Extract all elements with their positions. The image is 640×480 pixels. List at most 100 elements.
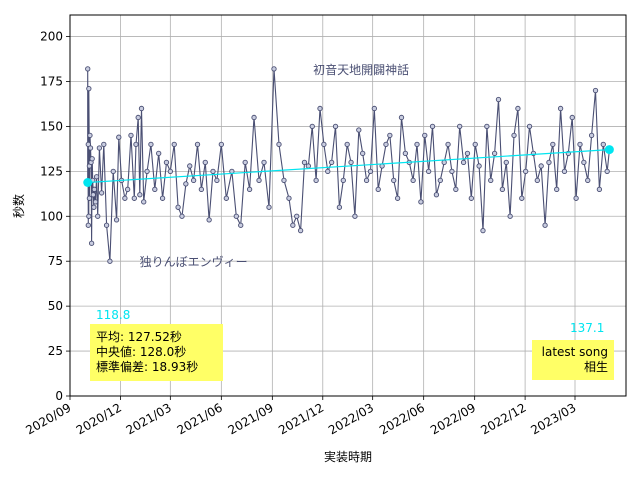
data-point [301, 159, 308, 166]
data-point [86, 213, 92, 219]
data-point [297, 228, 304, 234]
data-point [437, 177, 443, 183]
data-point [600, 141, 606, 148]
data-point [398, 114, 405, 121]
data-point [281, 177, 287, 183]
data-point [223, 195, 229, 201]
data-point [499, 186, 506, 192]
data-point [133, 141, 139, 148]
data-point [141, 199, 147, 205]
data-point [242, 159, 248, 166]
plot-frame [69, 14, 627, 397]
data-point [569, 114, 575, 121]
data-point [348, 159, 354, 166]
stats-median: 中央値: 128.0秒 [96, 344, 186, 359]
x-axis-label: 実装時期 [324, 449, 372, 464]
data-point [418, 199, 424, 205]
data-point [86, 86, 92, 92]
data-point [464, 150, 471, 157]
data-point [210, 168, 216, 175]
data-point [352, 213, 358, 219]
latest-song-title: 相生 [584, 360, 608, 374]
data-point [588, 132, 595, 139]
stats-std: 標準偏差: 18.93秒 [96, 359, 198, 374]
data-point [137, 192, 143, 198]
data-point [534, 177, 540, 183]
data-point [488, 177, 494, 183]
data-point [542, 222, 548, 228]
data-point [410, 177, 416, 183]
data-point [138, 105, 145, 112]
y-tick-label: 0 [55, 389, 63, 403]
data-point [261, 159, 267, 166]
data-point [457, 123, 463, 130]
y-tick-label: 175 [40, 74, 63, 88]
data-point [371, 105, 377, 112]
data-point [198, 186, 205, 192]
y-tick-label: 50 [48, 299, 63, 313]
data-point [317, 105, 323, 112]
data-point [367, 168, 374, 175]
stats-box: 平均: 127.52秒 中央値: 128.0秒 標準偏差: 18.93秒 [90, 324, 223, 381]
data-point [88, 240, 95, 246]
annotation-label: 独りんぼエンヴィー [140, 254, 248, 269]
data-point [92, 199, 99, 205]
data-point [183, 181, 189, 187]
data-point [460, 159, 467, 166]
data-point [251, 114, 257, 121]
data-point [276, 141, 282, 148]
data-point [91, 186, 98, 192]
data-point [426, 168, 432, 175]
data-point [116, 134, 122, 140]
data-point [472, 141, 478, 148]
data-point [402, 150, 409, 157]
data-point [363, 177, 370, 183]
data-point [550, 141, 556, 148]
data-point [414, 141, 420, 148]
data-point [103, 222, 110, 228]
data-point [194, 141, 201, 148]
data-point [89, 156, 95, 162]
data-point [101, 141, 107, 148]
data-point [90, 192, 96, 198]
trend-end-point [604, 145, 614, 155]
data-point [152, 186, 158, 192]
data-point [561, 168, 568, 175]
data-point [246, 186, 253, 192]
data-point [144, 168, 150, 175]
data-point [214, 177, 220, 183]
y-tick-label: 75 [48, 254, 63, 268]
data-point [394, 195, 401, 201]
data-point [375, 186, 381, 192]
data-point [87, 145, 94, 151]
y-tick-label: 150 [40, 119, 63, 133]
data-point [453, 186, 459, 192]
data-point [523, 168, 529, 175]
data-point [383, 141, 389, 148]
stats-box-background [90, 324, 223, 381]
data-point [187, 163, 193, 169]
data-point [238, 222, 244, 228]
data-point [233, 213, 239, 219]
latest-song-heading: latest song [542, 345, 608, 359]
data-point [175, 204, 181, 210]
data-point [135, 114, 141, 121]
data-point [511, 132, 517, 139]
data-point [604, 168, 610, 175]
data-point [313, 177, 319, 183]
data-point [131, 195, 137, 201]
data-point [484, 123, 490, 130]
data-point [122, 195, 128, 201]
data-point [328, 159, 335, 166]
data-point [286, 195, 292, 201]
data-point [107, 258, 113, 264]
data-point [391, 177, 397, 183]
data-point [305, 163, 312, 169]
y-tick-label: 25 [48, 344, 63, 358]
data-point [218, 141, 224, 148]
trend-line [87, 149, 610, 184]
data-point [87, 132, 93, 139]
y-axis-label: 秒数 [11, 194, 26, 218]
data-point [159, 195, 166, 201]
